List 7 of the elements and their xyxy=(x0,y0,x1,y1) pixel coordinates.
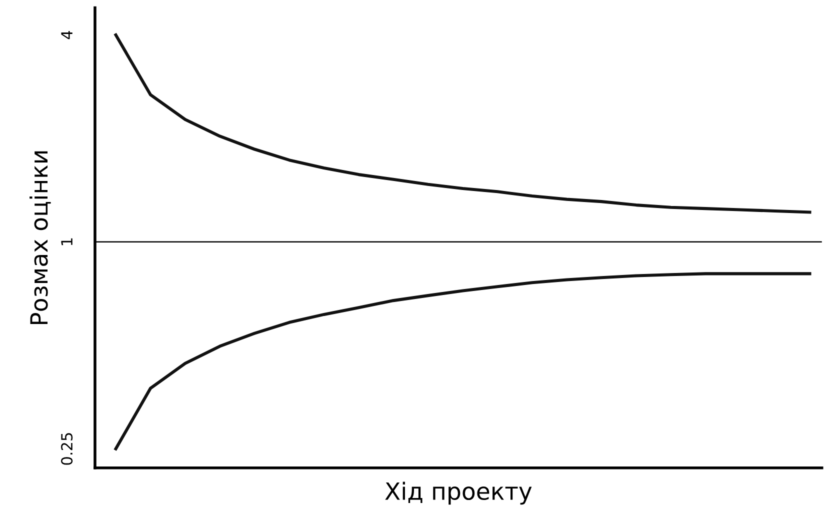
y-tick-label: 1 xyxy=(61,238,72,246)
line-series xyxy=(114,33,812,214)
y-tick-label: 4 xyxy=(61,30,72,40)
y-tick-label: 0.25 xyxy=(61,433,73,465)
y-axis-title: Розмах оцінки xyxy=(30,151,51,324)
line-series xyxy=(114,272,812,450)
x-axis-title: Хід проекту xyxy=(385,482,532,505)
